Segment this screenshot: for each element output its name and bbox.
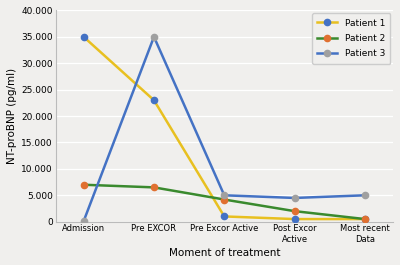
Patient 1 <box>292 218 297 221</box>
Patient 1 <box>152 99 156 102</box>
Patient 2 <box>152 186 156 189</box>
Patient 2 <box>292 210 297 213</box>
Line: Patient 3: Patient 3 <box>80 34 368 224</box>
Patient 2 <box>222 198 227 201</box>
Patient 1 <box>81 35 86 38</box>
Patient 3 <box>292 196 297 200</box>
Patient 3 <box>152 35 156 38</box>
Patient 1 <box>362 218 367 221</box>
Patient 2 <box>81 183 86 186</box>
Line: Patient 2: Patient 2 <box>80 182 368 222</box>
Patient 3 <box>81 220 86 223</box>
Patient 2 <box>362 218 367 221</box>
Legend: Patient 1, Patient 2, Patient 3: Patient 1, Patient 2, Patient 3 <box>312 13 390 64</box>
Patient 3 <box>222 194 227 197</box>
Line: Patient 1: Patient 1 <box>80 34 368 222</box>
Patient 3 <box>362 194 367 197</box>
Y-axis label: NT-proBNP (pg/ml): NT-proBNP (pg/ml) <box>7 68 17 164</box>
X-axis label: Moment of treatment: Moment of treatment <box>168 248 280 258</box>
Patient 1 <box>222 215 227 218</box>
